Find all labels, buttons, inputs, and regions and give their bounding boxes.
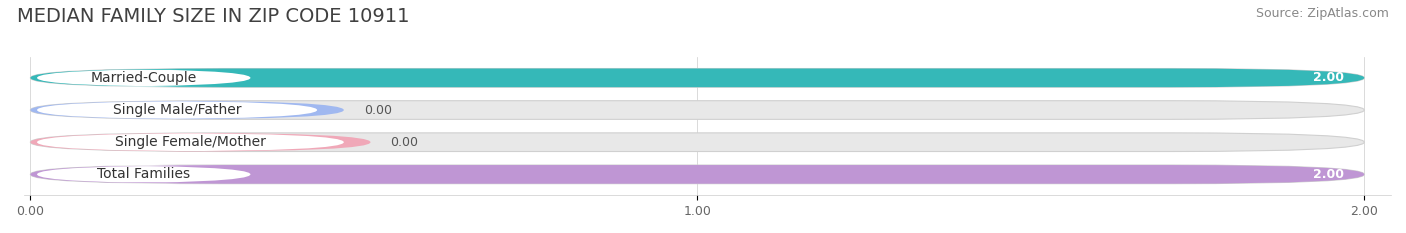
Text: 2.00: 2.00 <box>1313 71 1344 84</box>
FancyBboxPatch shape <box>31 165 1364 184</box>
FancyBboxPatch shape <box>31 165 1364 184</box>
FancyBboxPatch shape <box>37 101 318 119</box>
Text: Total Families: Total Families <box>97 167 190 181</box>
FancyBboxPatch shape <box>31 69 1364 87</box>
Text: 2.00: 2.00 <box>1313 168 1344 181</box>
FancyBboxPatch shape <box>31 101 1364 119</box>
FancyBboxPatch shape <box>37 165 250 183</box>
FancyBboxPatch shape <box>37 133 344 151</box>
FancyBboxPatch shape <box>31 133 371 151</box>
Text: MEDIAN FAMILY SIZE IN ZIP CODE 10911: MEDIAN FAMILY SIZE IN ZIP CODE 10911 <box>17 7 409 26</box>
FancyBboxPatch shape <box>31 133 1364 151</box>
Text: Single Male/Father: Single Male/Father <box>112 103 242 117</box>
Text: 0.00: 0.00 <box>391 136 419 149</box>
Text: Single Female/Mother: Single Female/Mother <box>115 135 266 149</box>
FancyBboxPatch shape <box>31 101 344 119</box>
Text: 0.00: 0.00 <box>364 103 392 116</box>
Text: Source: ZipAtlas.com: Source: ZipAtlas.com <box>1256 7 1389 20</box>
Text: Married-Couple: Married-Couple <box>90 71 197 85</box>
FancyBboxPatch shape <box>37 69 250 87</box>
FancyBboxPatch shape <box>31 69 1364 87</box>
